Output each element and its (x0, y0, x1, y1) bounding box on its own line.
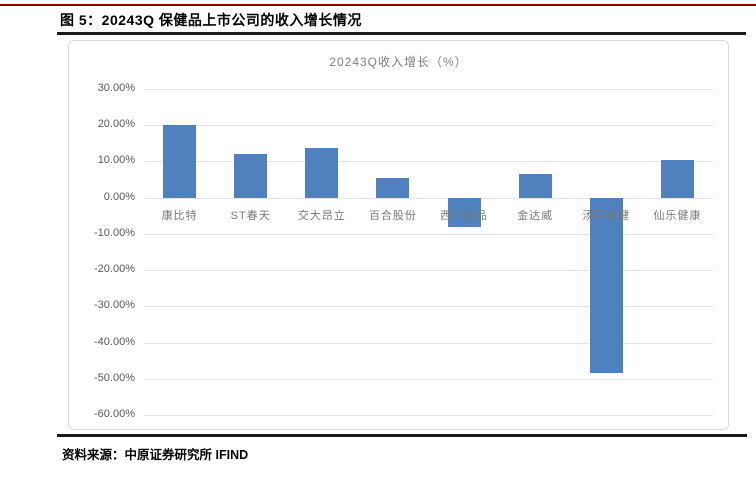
gridline (144, 125, 713, 127)
bar (234, 154, 268, 198)
y-tick-label: -60.00% (94, 408, 135, 420)
bar (376, 178, 410, 198)
gridline (144, 89, 713, 90)
x-axis-label: 交大昂立 (297, 210, 346, 222)
y-tick-label: -30.00% (94, 299, 135, 312)
gridline (144, 161, 713, 163)
plot-area: 30.00% 20.00% 10.00% 0.00% -10.00% -20.00% -30… (69, 41, 728, 429)
x-axis-label: 汤臣倍健 (582, 210, 631, 222)
gridline (144, 342, 713, 344)
x-axis-label: 金达威 (517, 210, 554, 222)
top-accent-rule (0, 4, 756, 6)
x-axis-label: ST春天 (230, 210, 271, 222)
x-axis-label: 康比特 (161, 210, 198, 222)
x-axis-label: 仙乐健康 (653, 210, 702, 222)
gridline (144, 415, 713, 416)
source-note: 资料来源：中原证券研究所 IFIND (62, 444, 248, 463)
y-tick-label: -10.00% (94, 226, 135, 239)
bar (305, 147, 339, 198)
y-tick-label: 0.00% (103, 190, 135, 203)
bar (589, 197, 623, 374)
gridline (144, 378, 713, 380)
bar (660, 159, 694, 198)
y-tick-label: -20.00% (94, 263, 135, 276)
bar (163, 125, 197, 198)
gridline (144, 306, 713, 308)
chart-container: 20243Q收入增长（%） 30.00% 20.00% 10.00% 0.00% -10… (68, 40, 729, 430)
gridline (144, 270, 713, 272)
figure-caption: 图 5：20243Q 保健品上市公司的收入增长情况 (60, 12, 362, 28)
y-tick-label: -50.00% (94, 371, 135, 384)
source-text: 中原证券研究所 IFIND (124, 448, 249, 462)
x-axis-label: 百合股份 (368, 210, 417, 222)
y-tick-label: 10.00% (97, 154, 135, 167)
gridline (144, 233, 713, 235)
y-tick-label: -40.00% (94, 335, 135, 348)
x-axis-label: 西王食品 (440, 210, 489, 222)
chart-title: 20243Q收入增长（%） (329, 55, 468, 69)
footer-rule (57, 434, 747, 437)
source-label: 资料来源： (62, 448, 125, 462)
gridline (144, 197, 713, 199)
bar (447, 197, 481, 228)
y-tick-label: 30.00% (97, 82, 135, 94)
y-tick-label: 20.00% (97, 118, 135, 131)
header-rule (57, 32, 746, 35)
bar (518, 173, 552, 198)
